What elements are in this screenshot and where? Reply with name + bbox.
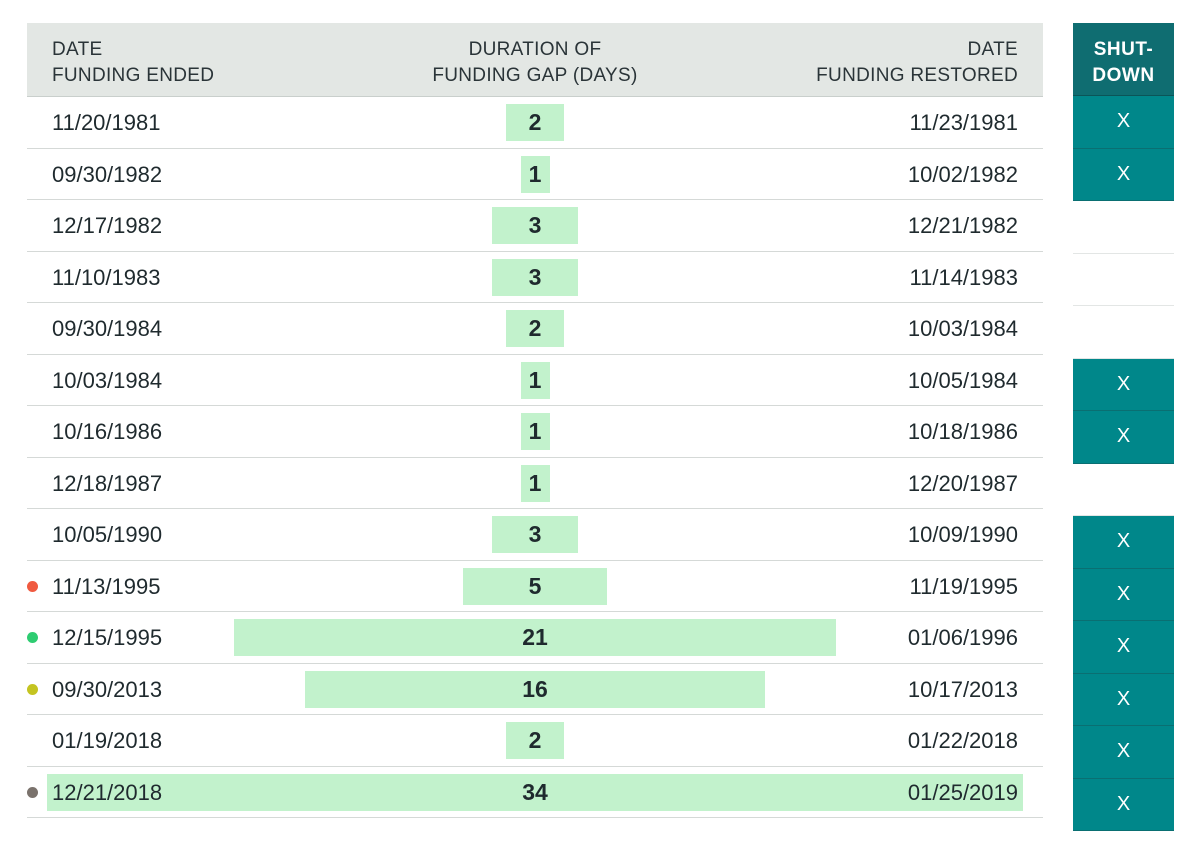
legend-marker-dot <box>27 683 38 695</box>
shutdown-cell <box>1073 463 1174 516</box>
shutdown-cell: X <box>1073 621 1174 674</box>
duration-days-label: 21 <box>522 624 548 650</box>
duration-days-label: 34 <box>522 778 548 805</box>
duration-days-label: 3 <box>528 212 542 238</box>
duration-bar <box>506 310 564 347</box>
funding-gap-table: DATE FUNDING ENDED DURATION OF FUNDING G… <box>27 23 1043 818</box>
table-row: 01/19/2018 2 01/22/2018 <box>27 715 1043 767</box>
shutdown-cell: X <box>1073 516 1174 569</box>
duration-days-label: 5 <box>528 572 542 599</box>
duration-bar <box>47 773 1023 811</box>
date-funding-ended: 09/30/1984 <box>52 316 163 341</box>
legend-marker-dot <box>27 786 38 798</box>
table-row: 12/17/1982 3 12/21/1982 <box>27 200 1043 252</box>
date-funding-ended: 09/30/1982 <box>52 161 163 187</box>
duration-bar <box>463 567 607 605</box>
shutdown-cell: X <box>1073 673 1174 726</box>
shutdown-cell: X <box>1073 411 1174 464</box>
header-date-funding-ended: DATE FUNDING ENDED <box>52 39 215 86</box>
date-funding-restored: 10/18/1986 <box>907 419 1018 444</box>
shutdown-cell <box>1073 201 1174 254</box>
duration-bar <box>520 361 550 399</box>
duration-bar <box>491 258 579 296</box>
shutdown-cell: X <box>1073 778 1174 831</box>
date-funding-restored: 11/14/1983 <box>909 264 1018 290</box>
duration-bar <box>491 207 579 244</box>
shutdown-cell <box>1073 306 1174 359</box>
duration-days-label: 1 <box>528 418 542 444</box>
table-row: 11/20/1981 2 11/23/1981 <box>27 97 1043 149</box>
date-funding-ended: 10/03/1984 <box>52 367 163 393</box>
duration-bar <box>520 155 550 193</box>
duration-days-label: 2 <box>528 109 542 135</box>
date-funding-ended: 12/18/1987 <box>52 470 163 496</box>
table-row: 10/03/1984 1 10/05/1984 <box>27 355 1043 406</box>
date-funding-ended: 11/13/1995 <box>52 573 161 599</box>
shutdown-cell: X <box>1073 96 1174 149</box>
legend-marker-dot <box>27 632 38 643</box>
date-funding-restored: 11/23/1981 <box>909 110 1018 135</box>
table-row: 09/30/1982 1 10/02/1982 <box>27 149 1043 200</box>
duration-bar <box>491 516 579 553</box>
shutdown-cell <box>1073 253 1174 306</box>
date-funding-restored: 10/03/1984 <box>907 316 1018 341</box>
date-funding-restored: 12/21/1982 <box>907 213 1018 238</box>
duration-bar <box>520 413 550 450</box>
date-funding-restored: 01/22/2018 <box>907 728 1018 753</box>
date-funding-ended: 10/05/1990 <box>52 522 163 547</box>
date-funding-ended: 12/17/1982 <box>52 213 163 238</box>
shutdown-cell: X <box>1073 148 1174 201</box>
table-row: 09/30/1984 2 10/03/1984 <box>27 303 1043 355</box>
duration-days-label: 1 <box>528 160 542 187</box>
table-row: 09/30/2013 16 10/17/2013 <box>27 664 1043 715</box>
date-funding-ended: 12/21/2018 <box>52 779 163 805</box>
duration-bar <box>506 722 564 759</box>
duration-days-label: 16 <box>522 675 548 702</box>
duration-days-label: 1 <box>528 469 542 496</box>
table-body: 11/20/1981 2 11/23/1981 09/30/1982 1 10/02/19… <box>27 97 1043 818</box>
date-funding-restored: 01/06/1996 <box>907 625 1018 650</box>
duration-bar <box>233 619 837 656</box>
header-shutdown: SHUT- DOWN <box>1073 23 1174 96</box>
header-duration-of-funding-gap: DURATION OF FUNDING GAP (DAYS) <box>432 39 638 86</box>
date-funding-restored: 12/20/1987 <box>907 470 1018 496</box>
shutdown-cell: X <box>1073 726 1174 779</box>
date-funding-ended: 01/19/2018 <box>52 728 163 753</box>
shutdown-cell: X <box>1073 568 1174 621</box>
date-funding-ended: 12/15/1995 <box>52 625 163 650</box>
duration-bar <box>506 104 564 141</box>
table-row: 12/21/2018 34 01/25/2019 <box>27 767 1043 818</box>
date-funding-ended: 11/10/1983 <box>52 264 161 290</box>
date-funding-restored: 10/02/1982 <box>907 161 1018 187</box>
date-funding-restored: 01/25/2019 <box>907 779 1018 805</box>
date-funding-restored: 10/17/2013 <box>907 676 1018 702</box>
legend-marker-dot <box>27 580 38 592</box>
table-row: 12/15/1995 21 01/06/1996 <box>27 612 1043 664</box>
date-funding-ended: 09/30/2013 <box>52 676 163 702</box>
table-row: 11/13/1995 5 11/19/1995 <box>27 561 1043 612</box>
table-header: DATE FUNDING ENDED DURATION OF FUNDING G… <box>27 23 1043 97</box>
shutdown-cell: X <box>1073 358 1174 411</box>
duration-days-label: 2 <box>528 727 542 753</box>
table-row: 10/05/1990 3 10/09/1990 <box>27 509 1043 561</box>
duration-bar <box>520 464 550 502</box>
header-date-funding-restored: DATE FUNDING RESTORED <box>816 39 1018 86</box>
duration-bar <box>305 670 765 708</box>
table-row: 12/18/1987 1 12/20/1987 <box>27 458 1043 509</box>
date-funding-restored: 11/19/1995 <box>909 573 1018 599</box>
table-row: 11/10/1983 3 11/14/1983 <box>27 252 1043 303</box>
date-funding-restored: 10/05/1984 <box>907 367 1018 393</box>
table-row: 10/16/1986 1 10/18/1986 <box>27 406 1043 458</box>
date-funding-restored: 10/09/1990 <box>907 522 1018 547</box>
date-funding-ended: 10/16/1986 <box>52 419 163 444</box>
duration-days-label: 1 <box>528 366 542 393</box>
date-funding-ended: 11/20/1981 <box>52 110 161 135</box>
duration-days-label: 3 <box>528 521 542 547</box>
duration-days-label: 3 <box>528 263 542 290</box>
duration-days-label: 2 <box>528 315 542 341</box>
